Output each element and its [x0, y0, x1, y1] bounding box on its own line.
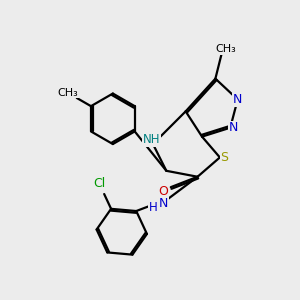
Text: CH₃: CH₃ — [215, 44, 236, 54]
Text: O: O — [158, 185, 168, 198]
Text: H: H — [148, 202, 157, 214]
Text: N: N — [159, 197, 168, 210]
Text: Cl: Cl — [93, 177, 105, 190]
Text: N: N — [233, 93, 242, 106]
Text: S: S — [220, 151, 228, 164]
Text: NH: NH — [143, 133, 160, 146]
Text: CH₃: CH₃ — [57, 88, 78, 98]
Text: N: N — [229, 121, 238, 134]
